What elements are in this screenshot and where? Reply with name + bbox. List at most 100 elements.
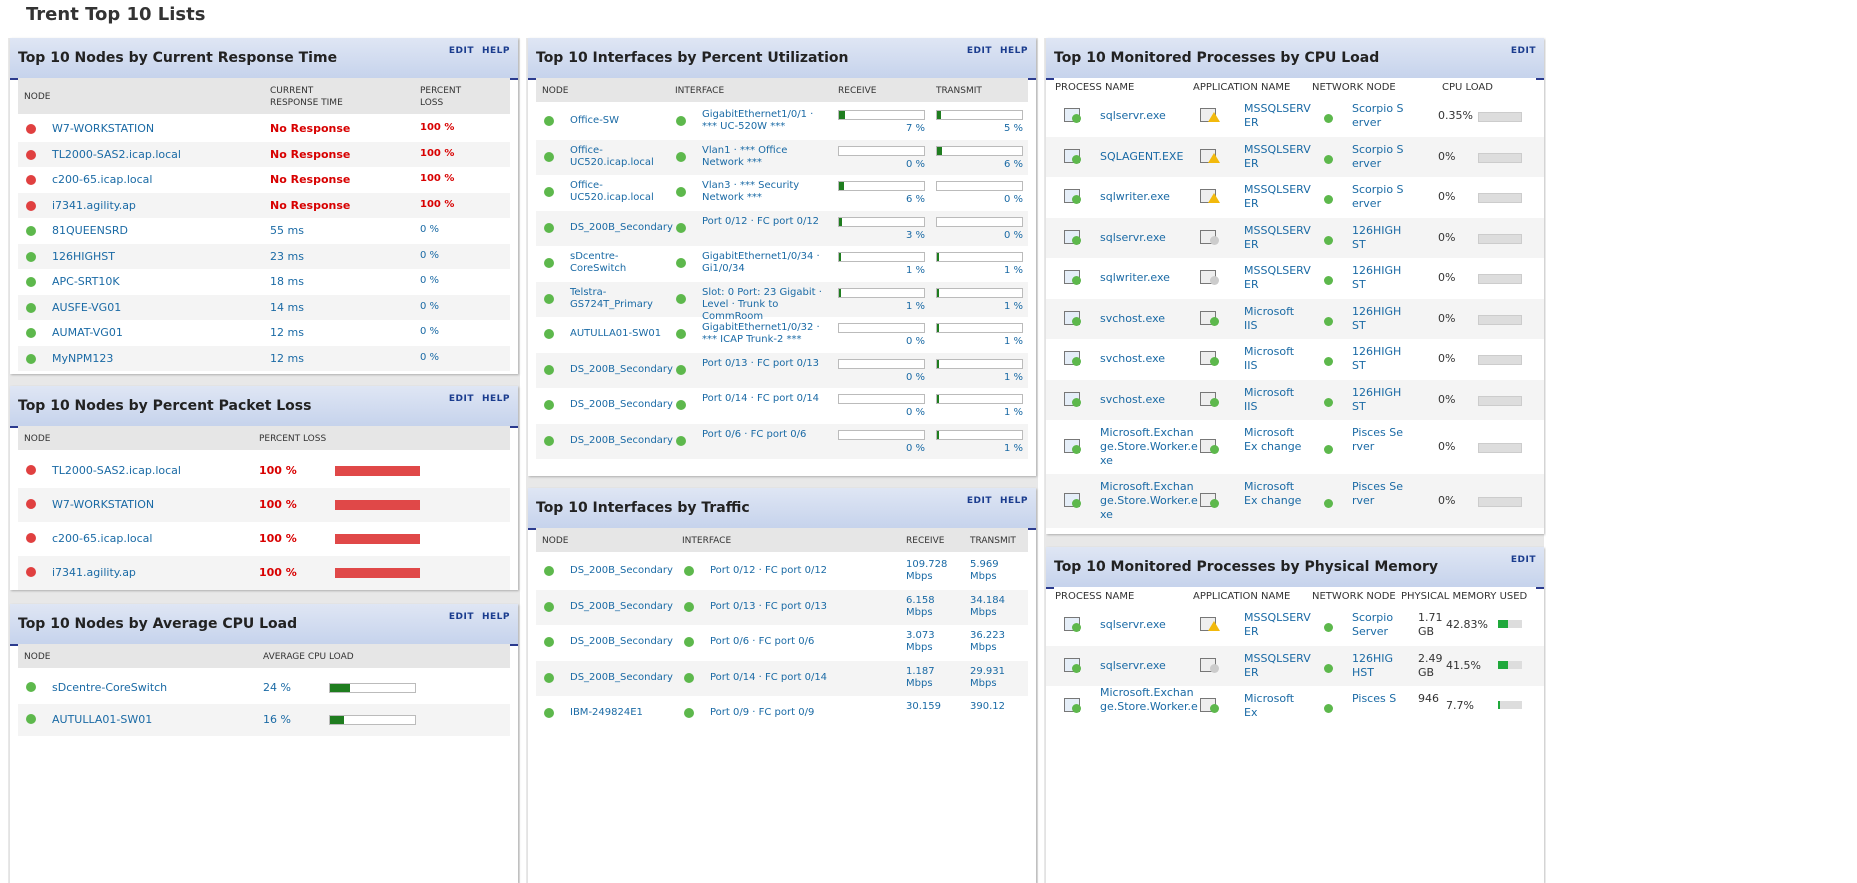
- interface-link[interactable]: Port 0/14 · FC port 0/14: [710, 671, 828, 683]
- node-link[interactable]: AUMAT-VG01: [52, 326, 123, 339]
- process-link[interactable]: svchost.exe: [1100, 392, 1166, 406]
- node-link[interactable]: IBM-249824E1: [570, 707, 643, 718]
- edit-link[interactable]: EDIT: [1510, 46, 1536, 56]
- process-link[interactable]: sqlservr.exe: [1100, 109, 1166, 122]
- edit-link[interactable]: EDIT: [966, 496, 992, 506]
- network-node-link[interactable]: Scorpio Server: [1352, 611, 1394, 638]
- application-link[interactable]: MSSQLSERV ER: [1244, 183, 1311, 210]
- node-link[interactable]: c200-65.icap.local: [52, 532, 153, 545]
- node-link[interactable]: 126HIGHST: [52, 249, 116, 263]
- application-link[interactable]: MSSQLSERV ER: [1244, 264, 1311, 291]
- node-link[interactable]: sDcentre-CoreSwitch: [52, 681, 168, 694]
- network-node-link[interactable]: 126HIG HST: [1352, 651, 1394, 679]
- edit-link[interactable]: EDIT: [448, 612, 474, 622]
- network-node-link[interactable]: Pisces S: [1352, 692, 1397, 705]
- interface-link[interactable]: Port 0/6 · FC port 0/6: [702, 428, 807, 440]
- node-link[interactable]: TL2000-SAS2.icap.local: [52, 147, 181, 161]
- network-node-link[interactable]: 126HIGH ST: [1352, 264, 1402, 291]
- edit-link[interactable]: EDIT: [966, 46, 992, 56]
- node-link[interactable]: TL2000-SAS2.icap.local: [52, 464, 181, 477]
- network-node-link[interactable]: 126HIGH ST: [1352, 223, 1402, 251]
- application-link[interactable]: MSSQLSERV ER: [1244, 611, 1311, 638]
- process-link[interactable]: Microsoft.Exchan ge.Store.Worker.e xe: [1100, 480, 1198, 521]
- status-up-icon: [26, 226, 36, 236]
- network-node-link[interactable]: Pisces Se rver: [1352, 480, 1403, 507]
- node-link[interactable]: i7341.agility.ap: [52, 566, 136, 579]
- process-link[interactable]: sqlservr.exe: [1100, 230, 1166, 244]
- help-link[interactable]: HELP: [481, 46, 510, 56]
- node-link[interactable]: sDcentre-CoreSwitch: [570, 251, 627, 274]
- node-link[interactable]: W7-WORKSTATION: [52, 498, 155, 511]
- help-link[interactable]: HELP: [999, 496, 1028, 506]
- process-link[interactable]: Microsoft.Exchan ge.Store.Worker.e: [1100, 686, 1198, 713]
- application-link[interactable]: Microsoft Ex change: [1244, 480, 1302, 507]
- application-link[interactable]: MSSQLSERV ER: [1244, 102, 1311, 129]
- application-link[interactable]: MSSQLSERV ER: [1244, 651, 1311, 679]
- node-link[interactable]: MyNPM123: [52, 351, 114, 365]
- interface-link[interactable]: Port 0/12 · FC port 0/12: [710, 565, 828, 576]
- process-link[interactable]: sqlwriter.exe: [1100, 190, 1170, 203]
- node-link[interactable]: Office-UC520.icap.local: [570, 180, 654, 203]
- node-link[interactable]: Office-SW: [570, 115, 620, 126]
- application-link[interactable]: Microsoft IIS: [1244, 385, 1295, 413]
- node-link[interactable]: DS_200B_Secondary: [570, 671, 673, 683]
- network-node-link[interactable]: Scorpio S erver: [1352, 102, 1404, 129]
- network-node-link[interactable]: 126HIGH ST: [1352, 385, 1402, 413]
- application-link[interactable]: Microsoft IIS: [1244, 304, 1295, 332]
- interface-link[interactable]: GigabitEthernet1/0/32 · *** ICAP Trunk-2…: [702, 322, 820, 345]
- interface-link[interactable]: GigabitEthernet1/0/34 · Gi1/0/34: [702, 251, 820, 274]
- node-link[interactable]: i7341.agility.ap: [52, 198, 136, 212]
- node-link[interactable]: W7-WORKSTATION: [52, 122, 155, 135]
- application-link[interactable]: MSSQLSERV ER: [1244, 142, 1311, 170]
- node-link[interactable]: DS_200B_Secondary: [570, 636, 673, 647]
- process-link[interactable]: Microsoft.Exchan ge.Store.Worker.e xe: [1100, 426, 1198, 467]
- edit-link[interactable]: EDIT: [1510, 555, 1536, 565]
- edit-link[interactable]: EDIT: [448, 46, 474, 56]
- node-link[interactable]: DS_200B_Secondary: [570, 221, 673, 233]
- node-link[interactable]: 81QUEENSRD: [52, 224, 128, 237]
- interface-link[interactable]: Vlan1 · *** Office Network ***: [702, 144, 788, 168]
- interface-link[interactable]: Port 0/6 · FC port 0/6: [710, 636, 815, 647]
- node-link[interactable]: Telstra-GS724T_Primary: [570, 286, 653, 310]
- node-link[interactable]: AUSFE-VG01: [52, 300, 122, 314]
- process-link[interactable]: svchost.exe: [1100, 352, 1166, 365]
- network-node-link[interactable]: Scorpio S erver: [1352, 142, 1404, 170]
- interface-link[interactable]: Port 0/13 · FC port 0/13: [710, 600, 828, 612]
- node-link[interactable]: c200-65.icap.local: [52, 173, 153, 186]
- process-link[interactable]: sqlservr.exe: [1100, 658, 1166, 672]
- interface-link[interactable]: Port 0/12 · FC port 0/12: [702, 215, 820, 227]
- interface-link[interactable]: Port 0/13 · FC port 0/13: [702, 357, 820, 369]
- interface-link[interactable]: Port 0/9 · FC port 0/9: [710, 707, 815, 718]
- network-node-link[interactable]: Pisces Se rver: [1352, 426, 1403, 453]
- interface-link[interactable]: Port 0/14 · FC port 0/14: [702, 393, 820, 404]
- node-link[interactable]: AUTULLA01-SW01: [570, 328, 662, 339]
- application-link[interactable]: Microsoft IIS: [1244, 345, 1295, 372]
- help-link[interactable]: HELP: [481, 612, 510, 622]
- node-link[interactable]: AUTULLA01-SW01: [52, 713, 153, 726]
- edit-link[interactable]: EDIT: [448, 394, 474, 404]
- help-link[interactable]: HELP: [481, 394, 510, 404]
- node-link[interactable]: DS_200B_Secondary: [570, 434, 673, 446]
- panel-title: Top 10 Nodes by Current Response Time: [18, 50, 338, 66]
- node-link[interactable]: DS_200B_Secondary: [570, 600, 673, 612]
- process-link[interactable]: svchost.exe: [1100, 311, 1166, 325]
- node-link[interactable]: DS_200B_Secondary: [570, 399, 673, 410]
- interface-link[interactable]: Vlan3 · *** Security Network ***: [702, 180, 800, 203]
- status-up-icon: [544, 566, 554, 576]
- node-link[interactable]: DS_200B_Secondary: [570, 565, 673, 576]
- application-link[interactable]: MSSQLSERV ER: [1244, 223, 1311, 251]
- application-link[interactable]: Microsoft Ex: [1244, 692, 1295, 719]
- network-node-link[interactable]: 126HIGH ST: [1352, 304, 1402, 332]
- network-node-link[interactable]: Scorpio S erver: [1352, 183, 1404, 210]
- node-link[interactable]: Office-UC520.icap.local: [570, 144, 654, 168]
- node-link[interactable]: APC-SRT10K: [52, 275, 120, 288]
- process-link[interactable]: sqlservr.exe: [1100, 618, 1166, 631]
- interface-link[interactable]: GigabitEthernet1/0/1 · *** UC-520W ***: [702, 109, 814, 132]
- help-link[interactable]: HELP: [999, 46, 1028, 56]
- node-link[interactable]: DS_200B_Secondary: [570, 363, 673, 375]
- network-node-link[interactable]: 126HIGH ST: [1352, 345, 1402, 372]
- application-link[interactable]: Microsoft Ex change: [1244, 426, 1302, 453]
- process-link[interactable]: SQLAGENT.EXE: [1100, 149, 1184, 163]
- interface-link[interactable]: Slot: 0 Port: 23 Gigabit · Level · Trunk…: [702, 286, 822, 322]
- process-link[interactable]: sqlwriter.exe: [1100, 271, 1170, 284]
